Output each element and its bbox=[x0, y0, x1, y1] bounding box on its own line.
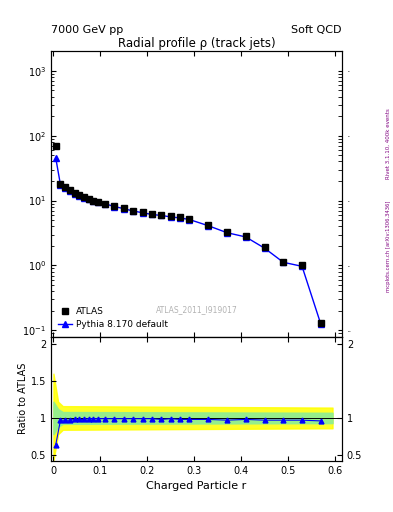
Y-axis label: Ratio to ATLAS: Ratio to ATLAS bbox=[18, 363, 28, 434]
Legend: ATLAS, Pythia 8.170 default: ATLAS, Pythia 8.170 default bbox=[55, 304, 171, 332]
Title: Radial profile ρ (track jets): Radial profile ρ (track jets) bbox=[118, 37, 275, 50]
X-axis label: Charged Particle r: Charged Particle r bbox=[146, 481, 247, 491]
Text: mcplots.cern.ch [arXiv:1306.3436]: mcplots.cern.ch [arXiv:1306.3436] bbox=[386, 200, 391, 291]
Text: Soft QCD: Soft QCD bbox=[292, 26, 342, 35]
Text: ATLAS_2011_I919017: ATLAS_2011_I919017 bbox=[156, 305, 237, 314]
Text: 7000 GeV pp: 7000 GeV pp bbox=[51, 26, 123, 35]
Text: Rivet 3.1.10, 400k events: Rivet 3.1.10, 400k events bbox=[386, 108, 391, 179]
